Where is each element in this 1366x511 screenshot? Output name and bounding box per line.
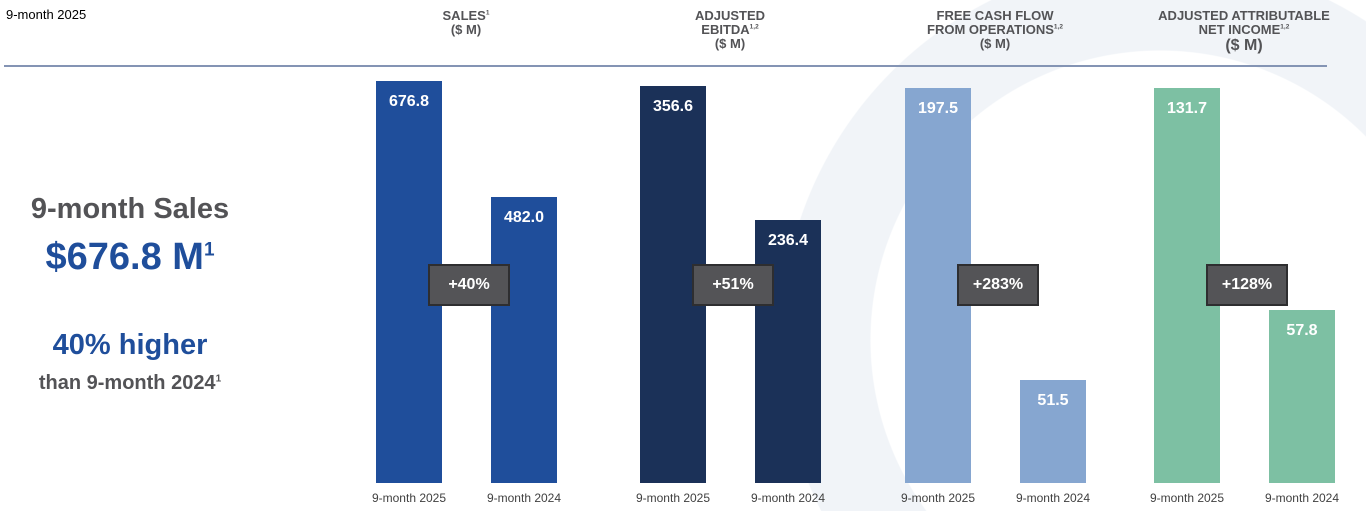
x-tick-label: 9-month 2024 [1264, 491, 1340, 505]
footnote-ref: 1 [215, 373, 222, 385]
chart-title: ADJUSTED ATTRIBUTABLE NET INCOME1,2 ($ M) [1114, 8, 1366, 54]
chart-title-line: ADJUSTED [694, 8, 766, 23]
bar-value-label: 676.8 [388, 93, 430, 110]
footnote-ref: 1,2 [1280, 23, 1290, 31]
bar-value-label: 356.6 [652, 98, 694, 115]
summary-sales-value: $676.8 M1 [0, 236, 260, 279]
bar-value-label: 57.8 [1286, 321, 1318, 339]
x-tick-label: 9-month 2025 [635, 491, 711, 505]
chart-title-line: ($ M) [450, 22, 482, 37]
chart-title-line: ($ M) [979, 36, 1011, 51]
comparison-text: than 9-month 2024 [38, 372, 216, 394]
change-badge: +51% [692, 264, 774, 306]
period-label: 9-month 2025 [6, 7, 87, 22]
chart-title-line: FROM OPERATIONS1,2 [927, 22, 1063, 37]
bar-9-month-2024 [755, 219, 821, 483]
summary-growth: 40% higher [52, 329, 208, 361]
chart-title: FREE CASH FLOW FROM OPERATIONS1,2 ($ M) [865, 9, 1125, 51]
bar-value-label: 197.5 [917, 100, 959, 117]
x-tick-label: 9-month 2025 [371, 491, 447, 505]
sales-value-text: $676.8 M [45, 236, 204, 278]
chart-title: ADJUSTED EBITDA1,2 ($ M) [600, 9, 860, 51]
bar-9-month-2024 [1269, 309, 1335, 483]
bar-value-label: 131.7 [1166, 100, 1208, 117]
change-badge: +128% [1206, 264, 1288, 306]
bar-9-month-2024 [1020, 380, 1086, 483]
chart-title-line: ($ M) [1225, 37, 1263, 54]
footnote-ref: 1,2 [1053, 23, 1063, 31]
x-tick-label: 9-month 2024 [1015, 491, 1091, 505]
chart-title-line: NET INCOME1,2 [1198, 22, 1290, 37]
footnote-ref: 1,2 [749, 23, 759, 31]
x-tick-label: 9-month 2024 [486, 491, 562, 505]
bar-9-month-2024 [491, 196, 557, 483]
summary-title: 9-month Sales [30, 193, 230, 225]
summary-comparison: than 9-month 20241 [0, 372, 260, 395]
x-tick-label: 9-month 2025 [1149, 491, 1225, 505]
x-tick-label: 9-month 2025 [900, 491, 976, 505]
change-badge: +40% [428, 264, 510, 306]
chart-title: SALES1 ($ M) [336, 9, 596, 37]
bar-value-label: 236.4 [767, 231, 809, 249]
footnote-ref: 1 [485, 9, 490, 17]
chart-title-line: FREE CASH FLOW [936, 8, 1054, 23]
chart-title-line: SALES1 [442, 8, 490, 23]
chart-title-line: EBITDA1,2 [701, 22, 759, 37]
x-tick-label: 9-month 2024 [750, 491, 826, 505]
chart-title-line: ($ M) [714, 36, 746, 51]
footnote-ref: 1 [203, 239, 215, 261]
bar-value-label: 51.5 [1037, 392, 1069, 409]
change-badge: +283% [957, 264, 1039, 306]
chart-title-line: ADJUSTED ATTRIBUTABLE [1158, 8, 1330, 23]
bar-value-label: 482.0 [503, 208, 545, 226]
header-divider [4, 65, 1327, 67]
